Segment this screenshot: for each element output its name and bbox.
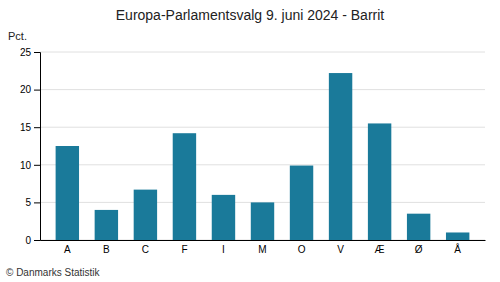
y-tick-mark (34, 202, 40, 203)
y-tick-mark (34, 90, 40, 91)
bar (368, 123, 391, 240)
y-tick-mark (34, 52, 40, 53)
grid-line (40, 127, 485, 128)
plot: 0 5 10 15 20 25 A B C F I M O V Æ Ø Å (20, 47, 486, 255)
y-tick: 20 (20, 84, 40, 95)
y-tick-mark (34, 240, 40, 241)
y-axis-line (34, 53, 41, 241)
x-tick: B (103, 244, 110, 255)
x-tick: F (181, 244, 187, 255)
grid (40, 52, 485, 240)
x-tick-label: F (181, 244, 187, 255)
x-tick: A (64, 244, 71, 255)
x-axis-line (41, 240, 486, 241)
bar (56, 146, 79, 240)
grid-line (40, 52, 485, 53)
x-tick: C (142, 244, 149, 255)
x-tick-label: C (142, 244, 149, 255)
x-tick: Ø (415, 244, 423, 255)
y-axis: 0 5 10 15 20 25 (20, 47, 41, 246)
bar (173, 133, 196, 240)
x-tick: Æ (375, 244, 385, 255)
bar (95, 210, 118, 240)
y-tick-label: 10 (20, 160, 32, 171)
y-tick: 25 (20, 47, 40, 58)
x-tick: V (337, 244, 344, 255)
x-tick: Å (454, 243, 461, 255)
bar (446, 232, 469, 240)
y-tick-label: 0 (25, 235, 31, 246)
grid-line (40, 89, 485, 90)
bar (251, 202, 274, 240)
y-tick-label: 20 (20, 84, 32, 95)
y-tick: 10 (20, 160, 40, 171)
x-tick-label: I (222, 244, 225, 255)
y-tick-mark (34, 165, 40, 166)
y-tick: 15 (20, 122, 40, 133)
annotation: © Danmarks Statistik (6, 267, 101, 278)
chart: Europa-Parlamentsvalg 9. juni 2024 - Bar… (0, 0, 500, 282)
x-tick-label: Å (454, 243, 461, 255)
x-tick-label: Æ (375, 244, 385, 255)
y-tick: 5 (25, 197, 40, 208)
y-tick-label: 15 (20, 122, 32, 133)
x-tick-label: B (103, 244, 110, 255)
x-tick-label: V (337, 244, 344, 255)
x-tick-label: Ø (415, 244, 423, 255)
bar (212, 195, 235, 240)
grid-line (40, 164, 485, 165)
y-tick-mark (34, 127, 40, 128)
x-tick: I (222, 244, 225, 255)
bar (290, 166, 313, 240)
x-tick: O (298, 244, 306, 255)
title: Europa-Parlamentsvalg 9. juni 2024 - Bar… (116, 7, 385, 23)
y-tick-label: 25 (20, 47, 32, 58)
x-tick-label: A (64, 244, 71, 255)
y-tick-label: 5 (25, 197, 31, 208)
y-tick: 0 (25, 235, 40, 246)
x-tick-label: M (258, 244, 266, 255)
x-tick: M (258, 244, 266, 255)
bar (329, 73, 352, 240)
x-axis: ABCFIMOVÆØÅ (41, 241, 486, 256)
bar (407, 214, 430, 240)
bar (134, 190, 157, 240)
bars (56, 73, 470, 240)
x-tick-label: O (298, 244, 306, 255)
y-axis-label: Pct. (8, 30, 27, 42)
